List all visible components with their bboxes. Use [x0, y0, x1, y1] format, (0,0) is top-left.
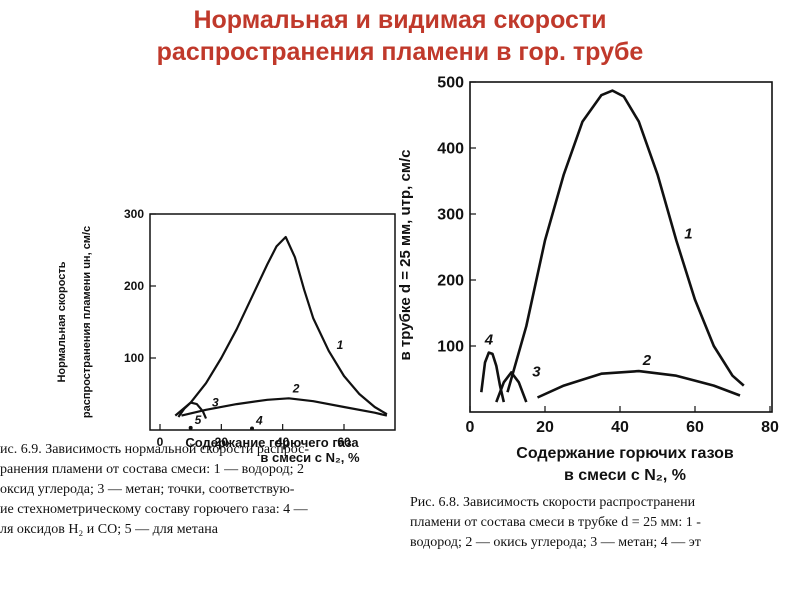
slide-title-line2: распространения пламени в гор. трубе: [156, 38, 644, 66]
right-chart-ylabel: в трубке d = 25 мм, uтр, см/с: [397, 150, 414, 361]
right-chart-xlabel-line1: Содержание горючих газов: [516, 445, 734, 462]
x-tick-label: 60: [337, 435, 351, 449]
series-line-1: [506, 89, 745, 393]
series-label-2: 2: [292, 381, 300, 395]
series-line-3: [177, 401, 208, 419]
y-tick-label: 200: [124, 279, 144, 293]
point-5: [188, 425, 193, 430]
series-line-4: [480, 351, 506, 403]
y-tick-label: 500: [437, 74, 464, 91]
series-label-3: 3: [212, 396, 219, 410]
left-chart-xlabel-line1: Содержание горючего газа: [185, 435, 359, 450]
x-tick-label: 40: [611, 419, 629, 436]
x-tick-label: 20: [536, 419, 554, 436]
series-label-1: 1: [684, 225, 692, 242]
point-label-4: 4: [255, 414, 263, 428]
y-tick-label: 100: [437, 338, 464, 355]
right-figure-caption: Рис. 6.8. Зависимость скорости распростр…: [410, 493, 800, 553]
x-tick-label: 80: [761, 419, 779, 436]
right-chart: 100 200 300 400 500 0 20 40 60 80 1 2 3 4 в трубке …: [397, 74, 779, 484]
right-caption-line: Рис. 6.8. Зависимость скорости распростр…: [410, 495, 696, 510]
right-caption-line: пламени от состава смеси в трубке d = 25…: [410, 515, 701, 530]
series-label-3: 3: [532, 363, 541, 380]
y-tick-label: 300: [437, 206, 464, 223]
left-chart: 100 200 300 0 20 40 60 1 2 3 4 5 Нормальная скоро…: [56, 207, 396, 465]
slide-title: Нормальная и видимая скорости распростра…: [0, 4, 800, 68]
left-caption-line: ля оксидов H₂ и CO; 5 — для метана: [0, 522, 218, 537]
x-tick-label: 20: [215, 435, 229, 449]
y-tick-label: 400: [437, 140, 464, 157]
left-chart-ylabel-line1: Нормальная скорость: [56, 261, 68, 382]
right-caption-line: водород; 2 — окись углерода; 3 — метан; …: [410, 535, 701, 550]
left-caption-line: ие стехнометрическому составу горючего г…: [0, 502, 308, 517]
left-caption-line: ис. 6.9. Зависимость нормальной скорости…: [0, 442, 310, 457]
left-figure-caption: ис. 6.9. Зависимость нормальной скорости…: [0, 440, 400, 540]
y-tick-label: 200: [437, 272, 464, 289]
x-tick-label: 60: [686, 419, 704, 436]
right-chart-xlabel-line2: в смеси с N₂, %: [564, 467, 686, 484]
series-label-2: 2: [642, 352, 652, 369]
y-tick-label: 100: [124, 351, 144, 365]
series-label-4: 4: [484, 332, 494, 349]
left-caption-line: ранения пламени от состава смеси: 1 — во…: [0, 462, 305, 477]
point-label-5: 5: [195, 413, 202, 427]
left-chart-ylabel-line2: распространения пламени uн, см/с: [81, 226, 93, 418]
left-chart-frame: [149, 213, 396, 431]
y-tick-label: 300: [124, 207, 144, 221]
x-tick-label: 0: [466, 419, 475, 436]
series-line-2: [181, 397, 388, 417]
x-tick-label: 0: [157, 435, 164, 449]
x-tick-label: 40: [276, 435, 290, 449]
series-line-2: [536, 369, 741, 399]
left-caption-line: оксид углерода; 3 — метан; точки, соотве…: [0, 482, 295, 497]
left-chart-xlabel-line2: в смеси с N₂, %: [260, 450, 360, 465]
series-line-1: [174, 235, 388, 417]
point-4: [250, 426, 254, 431]
right-chart-frame: [469, 81, 773, 413]
series-label-1: 1: [337, 338, 344, 352]
slide-title-line1: Нормальная и видимая скорости: [193, 6, 607, 34]
